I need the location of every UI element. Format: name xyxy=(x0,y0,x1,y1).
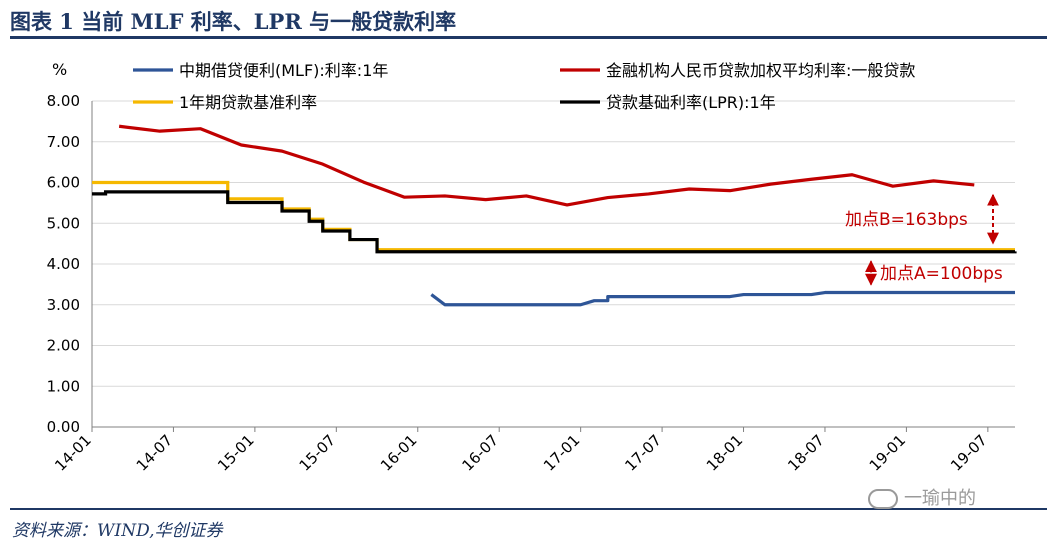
legend-label: 中期借贷便利(MLF):利率:1年 xyxy=(179,61,388,80)
y-axis-unit-label: % xyxy=(52,60,67,79)
x-tick-label: 14-01 xyxy=(51,431,95,475)
y-tick-label: 1.00 xyxy=(47,377,80,395)
wechat-icon xyxy=(868,489,898,509)
x-tick-label: 17-01 xyxy=(540,431,584,475)
series-line-mlf xyxy=(430,290,1015,307)
x-tick-label: 16-01 xyxy=(377,431,421,475)
x-tick-label: 16-07 xyxy=(458,431,502,475)
legend-label: 金融机构人民币贷款加权平均利率:一般贷款 xyxy=(606,61,915,80)
x-tick-label: 18-01 xyxy=(703,431,747,475)
y-tick-label: 7.00 xyxy=(47,133,80,151)
watermark-text: 一瑜中的 xyxy=(904,488,976,509)
title-divider xyxy=(10,36,1047,39)
x-tick-label: 15-07 xyxy=(296,431,340,475)
y-tick-label: 5.00 xyxy=(47,214,80,232)
legend-label: 1年期贷款基准利率 xyxy=(179,93,317,112)
x-tick-label: 17-07 xyxy=(621,431,665,475)
legend-label: 贷款基础利率(LPR):1年 xyxy=(606,93,776,112)
x-tick-label: 19-01 xyxy=(866,431,910,475)
watermark: 一瑜中的 xyxy=(868,484,976,510)
series-line-lpr xyxy=(92,190,1017,254)
y-tick-label: 2.00 xyxy=(47,337,80,355)
source-note: 资料来源：WIND,华创证券 xyxy=(12,521,223,541)
source-divider xyxy=(10,508,1047,510)
y-tick-label: 3.00 xyxy=(47,296,80,314)
spread-annotation: 加点A=100bps xyxy=(880,264,1003,284)
x-tick-label: 15-01 xyxy=(214,431,258,475)
spread-annotation: 加点B=163bps xyxy=(845,210,968,230)
y-tick-label: 0.00 xyxy=(47,418,80,436)
series-line-general-loan-rate xyxy=(118,124,975,207)
x-tick-label: 19-07 xyxy=(947,431,991,475)
y-tick-label: 4.00 xyxy=(47,255,80,273)
x-tick-label: 14-07 xyxy=(133,431,177,475)
y-tick-label: 6.00 xyxy=(47,174,80,192)
x-tick-label: 18-07 xyxy=(784,431,828,475)
y-tick-label: 8.00 xyxy=(47,92,80,110)
chart-title: 图表 1 当前 MLF 利率、LPR 与一般贷款利率 xyxy=(10,9,457,34)
title-bar: 图表 1 当前 MLF 利率、LPR 与一般贷款利率 xyxy=(10,6,1050,36)
